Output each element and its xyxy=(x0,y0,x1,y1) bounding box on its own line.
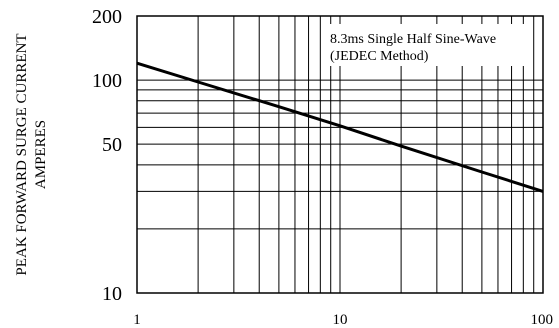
surge-current-curve xyxy=(136,61,544,193)
y-axis-title-line-2: AMPERES xyxy=(33,120,49,189)
y-tick-label: 200 xyxy=(92,6,122,28)
plot-frame xyxy=(136,15,544,294)
x-tick-label: 100 xyxy=(531,312,554,328)
y-axis-title-line-1: PEAK FORWARD SURGE CURRENT xyxy=(14,33,30,275)
x-tick-labels: 1 10 100 xyxy=(133,312,553,328)
x-tick-label: 1 xyxy=(133,312,141,328)
annotation-line-1: 8.3ms Single Half Sine-Wave xyxy=(330,32,496,47)
y-tick-label: 50 xyxy=(102,134,122,156)
y-tick-label: 100 xyxy=(92,70,122,92)
series-layer xyxy=(136,61,544,193)
y-tick-label: 10 xyxy=(102,283,122,305)
annotation-line-2: (JEDEC Method) xyxy=(330,49,429,64)
y-axis-title: PEAK FORWARD SURGE CURRENT AMPERES xyxy=(14,33,49,275)
y-tick-labels: 10 50 100 200 xyxy=(92,6,122,305)
annotation-background xyxy=(326,24,526,66)
annotation-box: 8.3ms Single Half Sine-Wave (JEDEC Metho… xyxy=(326,24,526,66)
x-tick-label: 10 xyxy=(333,312,348,328)
